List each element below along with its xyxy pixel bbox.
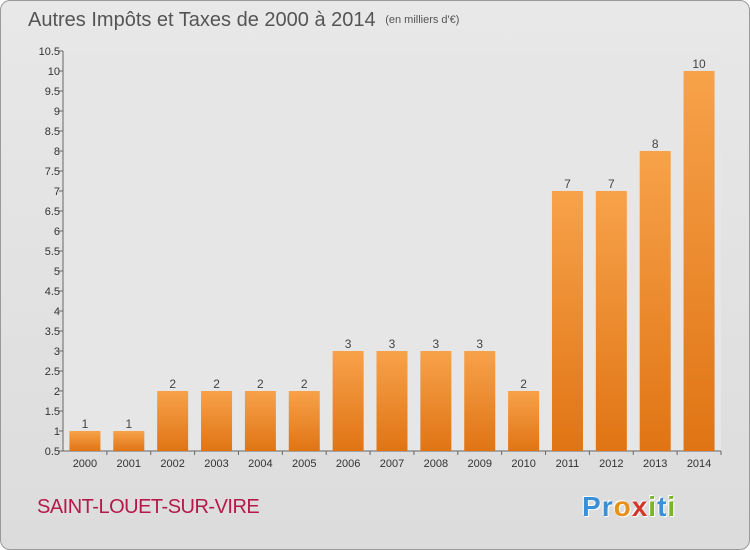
- y-tick-label: 1.5: [45, 406, 60, 418]
- bar-value-label: 7: [564, 177, 571, 191]
- x-tick-label: 2002: [160, 458, 184, 470]
- logo-letter: P: [582, 491, 602, 522]
- x-tick-label: 2007: [380, 458, 404, 470]
- logo-letter: t: [657, 491, 668, 522]
- y-tick-label: 10: [48, 66, 60, 78]
- chart-title: Autres Impôts et Taxes de 2000 à 2014 (e…: [28, 9, 459, 32]
- x-tick-label: 2011: [556, 458, 580, 470]
- bar: [332, 351, 364, 451]
- y-tick-label: 4: [54, 306, 60, 318]
- x-tick-label: 2003: [204, 458, 228, 470]
- y-tick-label: 10.5: [39, 46, 60, 58]
- y-tick-label: 2.5: [45, 366, 60, 378]
- bar-value-label: 1: [82, 417, 89, 431]
- bar: [464, 351, 496, 451]
- bar-value-label: 1: [125, 417, 132, 431]
- bar: [420, 351, 452, 451]
- bar-value-label: 3: [476, 337, 483, 351]
- bar: [595, 191, 627, 451]
- bar: [508, 391, 540, 451]
- logo-letter: o: [613, 491, 632, 522]
- y-tick-label: 8: [54, 146, 60, 158]
- y-tick-label: 2: [54, 386, 60, 398]
- bar: [157, 391, 189, 451]
- chart-subtitle: (en milliers d'€): [385, 14, 460, 26]
- y-tick-label: 7.5: [45, 166, 60, 178]
- bar: [288, 391, 320, 451]
- x-tick-label: 2012: [599, 458, 623, 470]
- x-tick-label: 2001: [117, 458, 141, 470]
- x-tick-label: 2013: [643, 458, 667, 470]
- logo-letter: i: [648, 491, 658, 522]
- bar: [69, 431, 101, 451]
- bar: [683, 71, 715, 451]
- bar: [639, 151, 671, 451]
- bar: [201, 391, 233, 451]
- logo-letter: i: [667, 491, 677, 522]
- y-tick-label: 6: [54, 226, 60, 238]
- y-tick-label: 9: [54, 106, 60, 118]
- bar-value-label: 3: [345, 337, 352, 351]
- bar-value-label: 8: [652, 137, 659, 151]
- bar-value-label: 7: [608, 177, 615, 191]
- bar-value-label: 10: [692, 57, 706, 71]
- bar-value-label: 2: [213, 377, 220, 391]
- y-tick-label: 0.5: [45, 446, 60, 458]
- y-tick-label: 1: [54, 426, 60, 438]
- bar-value-label: 2: [520, 377, 527, 391]
- y-tick-label: 8.5: [45, 126, 60, 138]
- bar-value-label: 3: [389, 337, 396, 351]
- y-tick-label: 3.5: [45, 326, 60, 338]
- y-tick-label: 4.5: [45, 286, 60, 298]
- commune-name: SAINT-LOUET-SUR-VIRE: [37, 496, 260, 518]
- x-tick-label: 2006: [336, 458, 360, 470]
- x-tick-label: 2004: [248, 458, 272, 470]
- x-tick-label: 2008: [424, 458, 448, 470]
- bar-value-label: 2: [301, 377, 308, 391]
- bar-value-label: 2: [257, 377, 264, 391]
- bar: [244, 391, 276, 451]
- bar: [376, 351, 408, 451]
- x-tick-label: 2005: [292, 458, 316, 470]
- proxiti-logo: Proxiti: [582, 491, 676, 523]
- x-tick-label: 2000: [73, 458, 97, 470]
- y-tick-label: 5: [54, 266, 60, 278]
- logo-letter: r: [601, 491, 614, 522]
- bar: [113, 431, 145, 451]
- bar: [551, 191, 583, 451]
- bar-value-label: 2: [169, 377, 176, 391]
- y-tick-label: 6.5: [45, 206, 60, 218]
- x-tick-label: 2010: [511, 458, 535, 470]
- y-tick-label: 5.5: [45, 246, 60, 258]
- y-tick-label: 3: [54, 346, 60, 358]
- logo-letter: x: [631, 491, 649, 522]
- x-tick-label: 2009: [467, 458, 491, 470]
- y-tick-label: 7: [54, 186, 60, 198]
- bar-value-label: 3: [433, 337, 440, 351]
- y-tick-label: 9.5: [45, 86, 60, 98]
- x-tick-label: 2014: [687, 458, 711, 470]
- chart-title-text: Autres Impôts et Taxes de 2000 à 2014: [28, 9, 376, 31]
